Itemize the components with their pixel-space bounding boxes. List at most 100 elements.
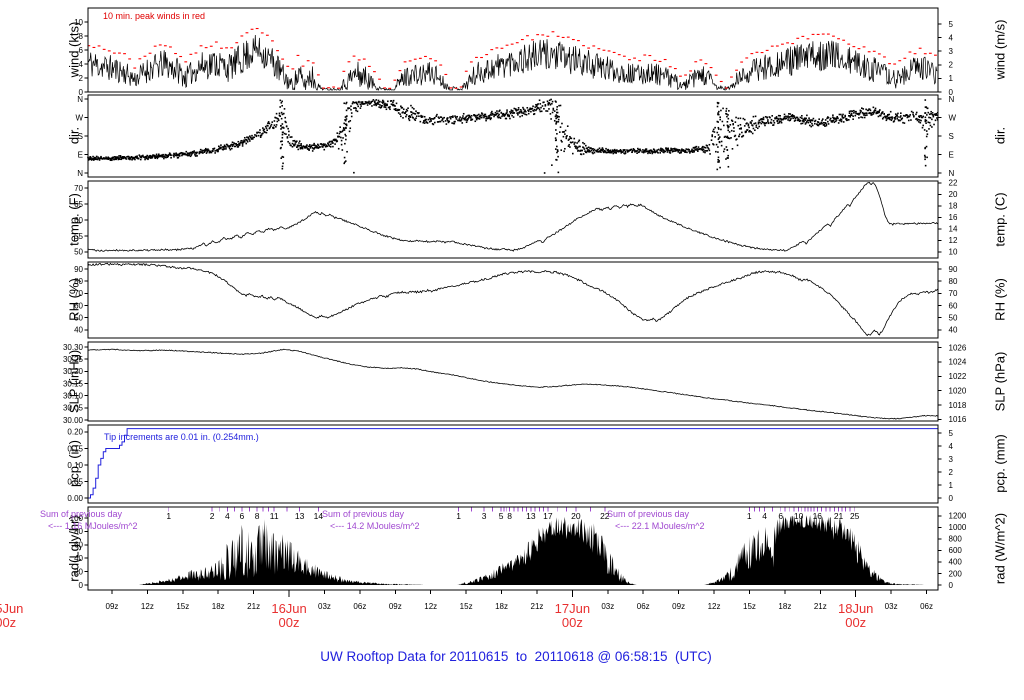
wind-dir-dot [695, 145, 698, 148]
wind-dir-dot [711, 135, 714, 138]
wind-dir-dot [842, 116, 845, 119]
wind-dir-dot [715, 143, 718, 146]
wind-dir-dot [290, 144, 292, 147]
wind-peak-dot [679, 75, 682, 77]
wind-dir-dot [538, 108, 541, 111]
wind-dir-dot [552, 107, 555, 110]
wind-dir-dot [316, 143, 319, 146]
wind-dir-dot [704, 149, 706, 152]
wind-dir-dot [229, 148, 232, 151]
wind-dir-dot [351, 102, 354, 105]
wind-dir-dot [217, 149, 219, 152]
wind-dir-dot [345, 115, 348, 118]
wind-dir-dot [283, 108, 286, 110]
wind-dir-dot [777, 114, 780, 117]
rad-sum-value: 20 [571, 511, 581, 521]
wind-dir-dot [248, 138, 250, 141]
wind-dir-dot [111, 157, 114, 160]
wind-dir-dot [341, 149, 344, 151]
rh-ytick-label-right: 80 [949, 277, 958, 286]
wind-dir-dot [346, 150, 348, 153]
wind-dir-dot [727, 137, 729, 139]
wind-dir-dot [495, 113, 498, 116]
wind-dir-dot [415, 110, 417, 113]
wind-dir-dot [242, 141, 245, 144]
wind-dir-dot [361, 102, 364, 104]
wind-dir-dot [153, 154, 156, 157]
wind-dir-dot [489, 114, 492, 116]
wind-dir-dot [591, 151, 594, 154]
rad-sum-value: 4 [225, 511, 230, 521]
x-tick-label: 06z [920, 602, 933, 611]
wind-dir-dot [277, 118, 279, 120]
wind-dir-dot [264, 131, 266, 134]
wind-dir-dot [196, 151, 198, 154]
wind-dir-dot [762, 118, 765, 121]
wind-dir-dot [611, 151, 613, 154]
x-tick-label: 06z [353, 602, 366, 611]
wind-dir-dot [780, 120, 782, 123]
wind-dir-dot [276, 120, 279, 123]
wind-panel-border [87, 7, 939, 93]
wind-dir-dot [459, 116, 461, 119]
wind-dir-dot [669, 150, 672, 152]
wind-dir-dot [603, 151, 605, 154]
wind-dir-dot [490, 112, 492, 114]
wind-dir-dot [313, 142, 315, 145]
wind-dir-dot [110, 158, 112, 160]
wind-dir-dot [343, 129, 346, 131]
rad-sum-value: 6 [778, 511, 783, 521]
wind-dir-dot [717, 161, 719, 163]
wind-dir-dot [929, 116, 932, 119]
wind-dir-dot [505, 117, 508, 120]
wind-dir-dot [128, 156, 130, 159]
wind-dir-dot [504, 114, 506, 117]
wind-dir-dot [281, 113, 284, 116]
wind-dir-dot [506, 113, 509, 116]
wind-peak-dot [628, 59, 631, 61]
wind-dir-dot [666, 149, 669, 152]
wind-peak-dot [775, 45, 779, 47]
wind-dir-dot [878, 111, 880, 114]
wind-dir-dot [718, 161, 720, 163]
wind-peak-dot [862, 46, 866, 48]
wind-dir-dot [794, 119, 797, 121]
wind-dir-dot [624, 150, 627, 153]
wind-dir-dot [116, 156, 119, 158]
wind-dir-dot [688, 150, 690, 153]
wind-dir-dot [510, 111, 513, 114]
pcp-ytick-label-left: 0.05 [67, 477, 83, 486]
wind-dir-dot [452, 116, 454, 119]
wind-dir-dot [333, 138, 336, 141]
wind-dir-dot [716, 131, 719, 134]
wind-dir-dot [241, 141, 243, 144]
wind-dir-dot [338, 135, 341, 138]
wind-dir-dot [718, 110, 720, 113]
wind-dir-dot [934, 119, 937, 122]
wind-dir-dot [379, 100, 381, 103]
wind-peak-dot [373, 71, 376, 73]
wind-peak-dot [393, 79, 397, 81]
wind-dir-dot [428, 117, 431, 119]
temp-ytick-label-right: 10 [949, 248, 958, 257]
wind-dir-dot [831, 120, 833, 122]
wind-dir-dot [554, 137, 557, 139]
wind-dir-dot [767, 119, 769, 121]
wind-dir-dot [607, 148, 609, 151]
wind-dir-dot [741, 131, 743, 134]
wind-dir-dot [887, 113, 889, 116]
wind-dir-dot [585, 151, 588, 154]
wind-dir-dot [122, 157, 125, 160]
wind-dir-dot [641, 151, 643, 153]
wind-dir-dot [811, 124, 814, 127]
wind-ytick-label-right: 2 [949, 61, 954, 70]
rad-axis-title-left: rad(Lgly/hr) [66, 514, 82, 582]
wind-dir-dot [739, 123, 742, 126]
wind-dir-dot [935, 113, 938, 115]
wind-peak-dot [429, 58, 432, 60]
wind-dir-dot [354, 101, 357, 104]
wind-dir-dot [657, 148, 660, 151]
wind-peak-dot [388, 87, 392, 89]
wind-dir-dot [777, 122, 779, 125]
wind-dir-dot [280, 111, 283, 114]
